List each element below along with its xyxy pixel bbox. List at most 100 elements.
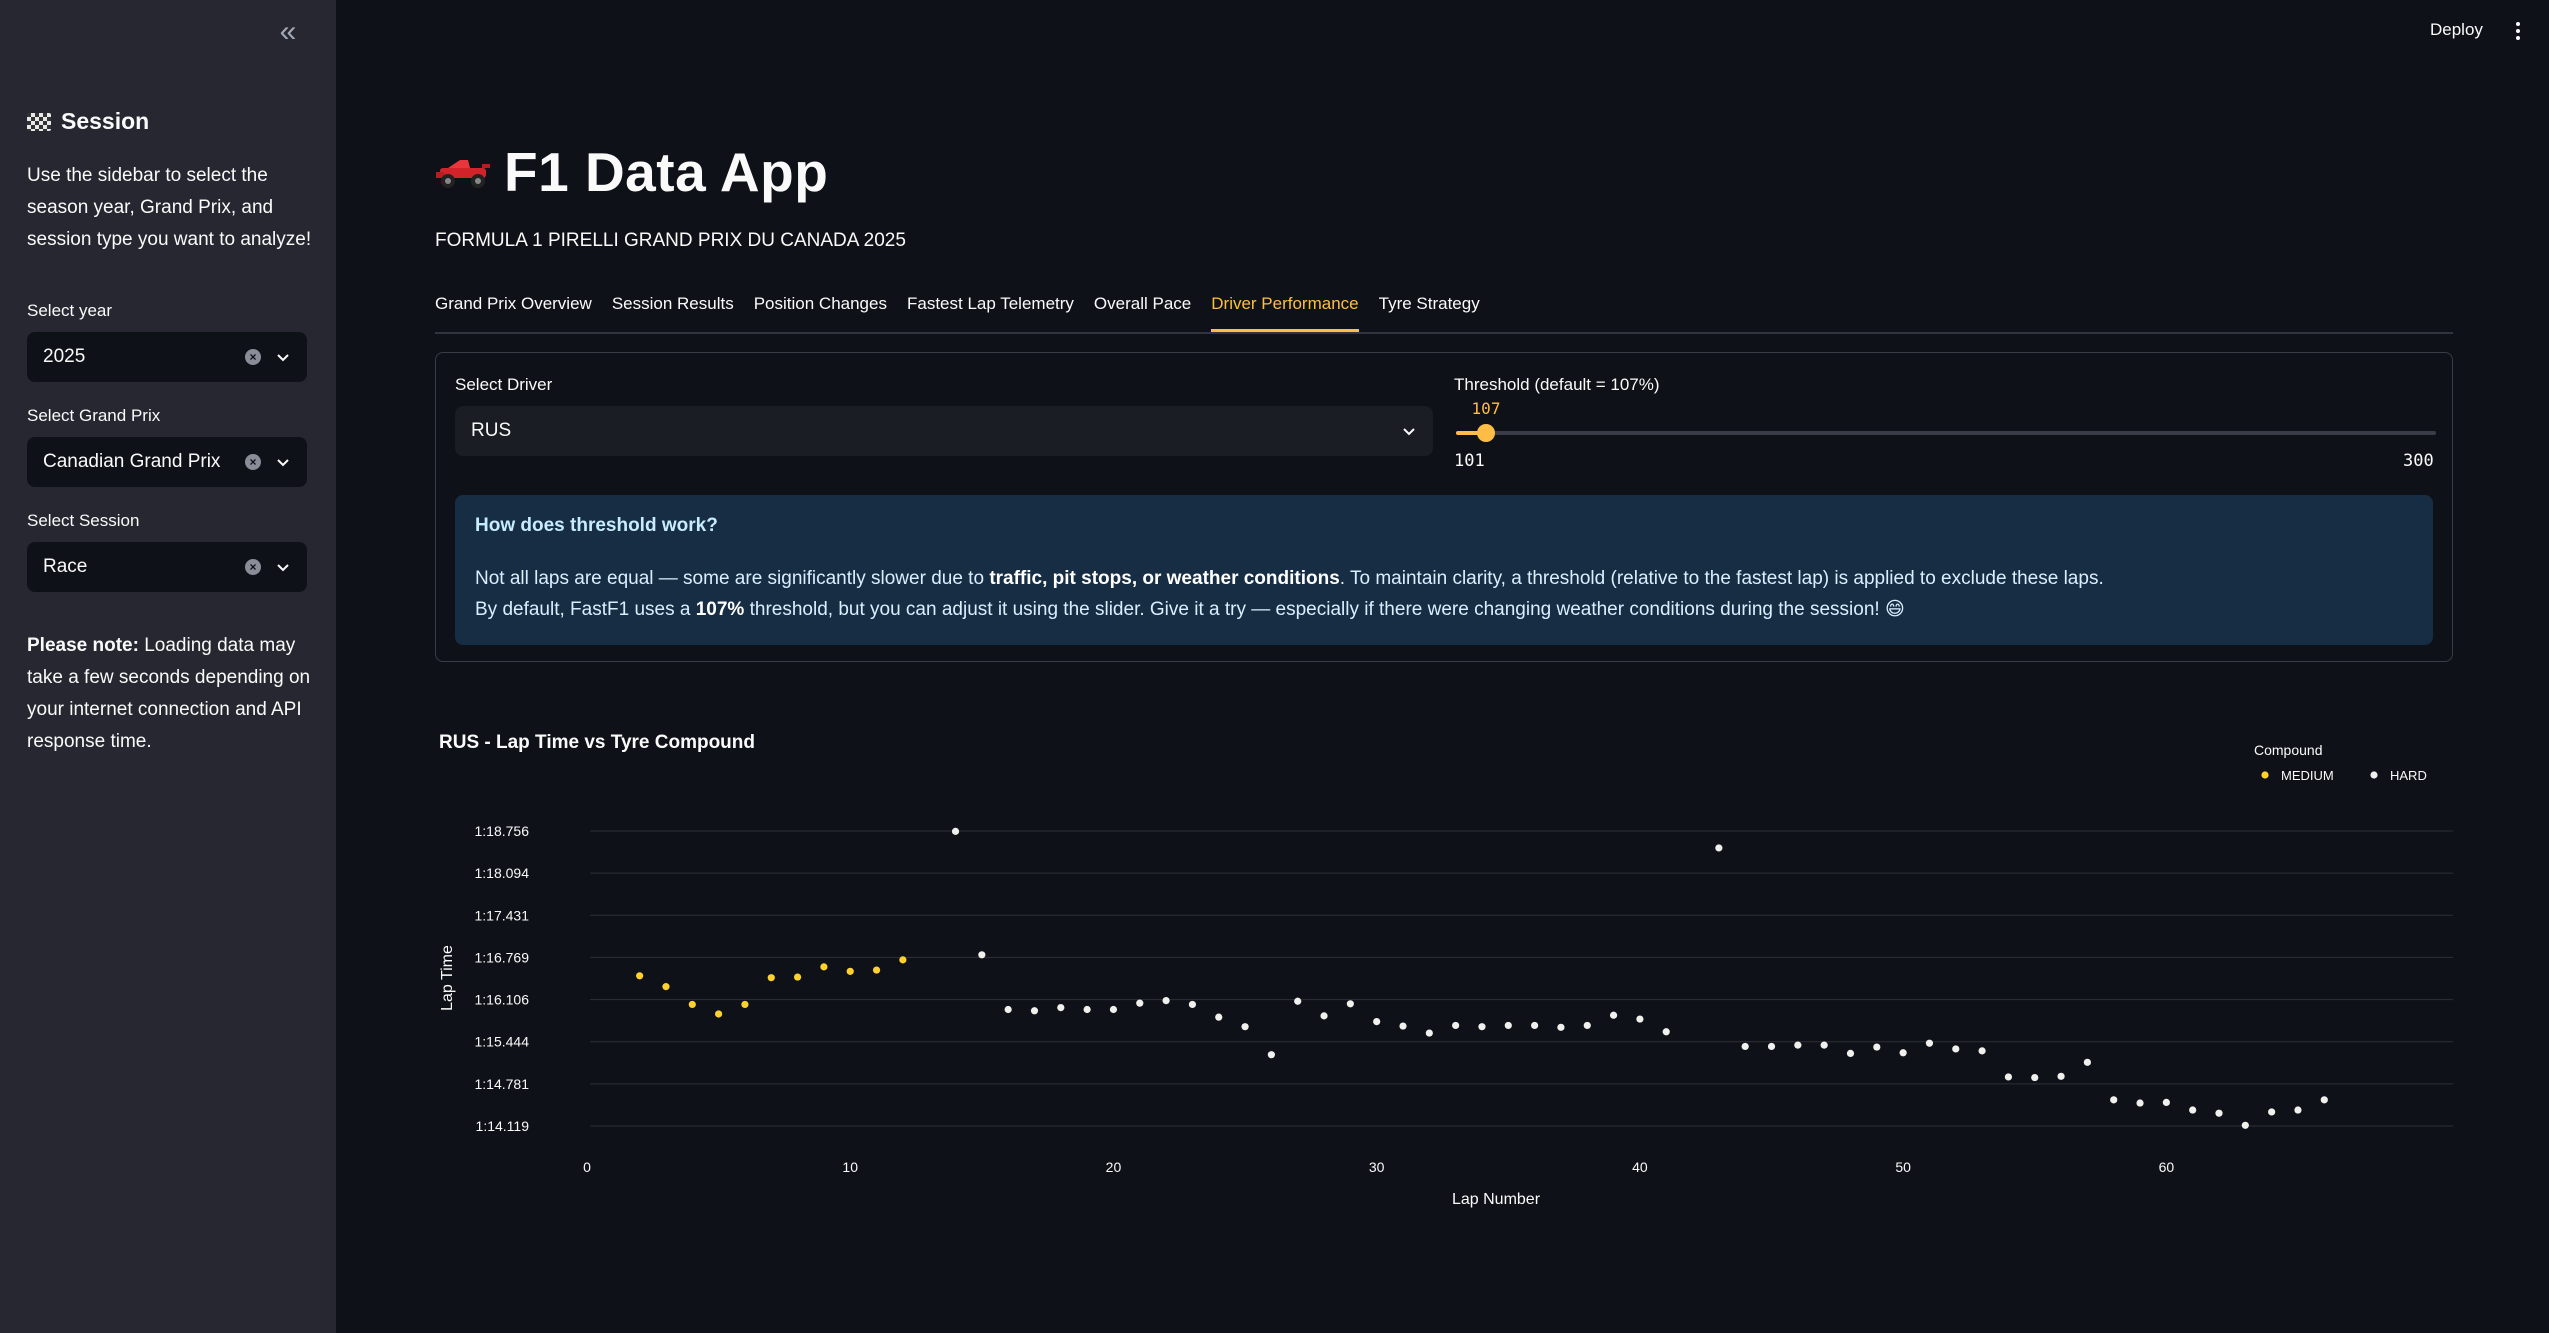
point-hard[interactable] <box>1004 1005 1012 1014</box>
point-hard[interactable] <box>1294 997 1302 1005</box>
clear-icon[interactable]: × <box>245 454 261 470</box>
point-medium[interactable] <box>741 1000 749 1009</box>
point-hard[interactable] <box>1741 1042 1749 1051</box>
point-hard[interactable] <box>1925 1039 1934 1047</box>
point-hard[interactable] <box>2162 1098 2170 1106</box>
point-hard[interactable] <box>1373 1018 1381 1026</box>
year-select[interactable]: 2025 × <box>27 332 307 382</box>
point-hard[interactable] <box>1241 1023 1249 1031</box>
point-hard[interactable] <box>2320 1096 2328 1104</box>
point-hard[interactable] <box>2241 1121 2249 1129</box>
point-hard[interactable] <box>951 827 960 835</box>
driver-select[interactable]: RUS <box>455 406 1433 456</box>
point-hard[interactable] <box>2136 1099 2144 1107</box>
session-select[interactable]: Race × <box>27 542 307 592</box>
point-medium[interactable] <box>793 973 802 981</box>
point-hard[interactable] <box>1083 1005 1091 1014</box>
point-hard[interactable] <box>1767 1042 1776 1051</box>
point-hard[interactable] <box>2189 1106 2197 1114</box>
point-medium[interactable] <box>636 972 644 980</box>
chart-legend[interactable]: MEDIUM HARD <box>2261 768 2427 783</box>
year-value: 2025 <box>43 346 86 367</box>
tab-fastest-lap-telemetry[interactable]: Fastest Lap Telemetry <box>906 294 1074 313</box>
point-hard[interactable] <box>1136 999 1144 1007</box>
slider-fill <box>1456 431 1486 435</box>
point-hard[interactable] <box>2004 1073 2013 1081</box>
point-hard[interactable] <box>2268 1108 2276 1116</box>
point-medium[interactable] <box>688 1000 696 1009</box>
slider-thumb[interactable] <box>1476 424 1495 442</box>
point-hard[interactable] <box>2083 1058 2091 1066</box>
point-hard[interactable] <box>1215 1013 1223 1021</box>
clear-icon[interactable]: × <box>245 349 261 365</box>
point-medium[interactable] <box>820 963 828 971</box>
point-hard[interactable] <box>1820 1041 1828 1049</box>
sidebar-title: Session <box>61 108 150 134</box>
point-hard[interactable] <box>978 951 986 959</box>
point-hard[interactable] <box>1583 1021 1591 1030</box>
collapse-sidebar-icon[interactable]: « <box>279 15 297 48</box>
slider-max: 300 <box>2403 451 2434 471</box>
app-title: F1 Data App <box>504 141 829 203</box>
point-hard[interactable] <box>1504 1021 1512 1030</box>
chevron-down-icon[interactable] <box>275 454 291 470</box>
tab-session-results[interactable]: Session Results <box>611 294 734 313</box>
y-axis-label: Lap Time <box>439 945 456 1011</box>
legend-marker-hard[interactable] <box>2370 771 2378 779</box>
point-hard[interactable] <box>1267 1051 1275 1059</box>
point-hard[interactable] <box>1715 844 1723 852</box>
legend-label-hard[interactable]: HARD <box>2390 768 2427 783</box>
point-medium[interactable] <box>715 1010 723 1018</box>
point-hard[interactable] <box>1531 1021 1539 1030</box>
point-hard[interactable] <box>1846 1049 1855 1058</box>
point-hard[interactable] <box>2215 1109 2223 1117</box>
grand-prix-select[interactable]: Canadian Grand Prix × <box>27 437 307 487</box>
point-hard[interactable] <box>1978 1047 1986 1055</box>
point-medium[interactable] <box>662 983 670 991</box>
point-hard[interactable] <box>1162 997 1170 1005</box>
point-hard[interactable] <box>2110 1096 2118 1104</box>
deploy-button[interactable]: Deploy <box>2430 20 2483 39</box>
race-car-icon <box>436 160 490 188</box>
point-hard[interactable] <box>1188 1000 1197 1009</box>
point-medium[interactable] <box>872 966 881 974</box>
point-hard[interactable] <box>1609 1011 1618 1019</box>
point-hard[interactable] <box>1557 1023 1565 1031</box>
threshold-slider[interactable]: 107 <box>1456 399 2436 442</box>
point-hard[interactable] <box>1478 1023 1486 1031</box>
chevron-down-icon[interactable] <box>1401 423 1417 439</box>
point-medium[interactable] <box>846 967 854 975</box>
point-hard[interactable] <box>1030 1007 1039 1015</box>
chevron-down-icon[interactable] <box>275 559 291 575</box>
point-hard[interactable] <box>1320 1012 1328 1020</box>
tab-driver-performance[interactable]: Driver Performance <box>1211 290 1359 332</box>
point-hard[interactable] <box>1899 1049 1907 1057</box>
point-hard[interactable] <box>1794 1041 1802 1049</box>
clear-icon[interactable]: × <box>245 559 261 575</box>
point-hard[interactable] <box>1636 1015 1644 1023</box>
point-hard[interactable] <box>1662 1028 1670 1036</box>
x-axis-ticks: 0 10 20 30 40 50 60 <box>583 1159 2174 1175</box>
tab-position-changes[interactable]: Position Changes <box>753 294 887 313</box>
point-hard[interactable] <box>2057 1072 2065 1080</box>
tab-tyre-strategy[interactable]: Tyre Strategy <box>1378 294 1480 313</box>
point-hard[interactable] <box>2031 1073 2039 1082</box>
point-hard[interactable] <box>1057 1004 1065 1012</box>
legend-marker-medium[interactable] <box>2261 771 2269 779</box>
point-hard[interactable] <box>1952 1045 1960 1053</box>
chart-points[interactable] <box>636 827 2328 1129</box>
point-hard[interactable] <box>1425 1029 1433 1037</box>
tab-grand-prix-overview[interactable]: Grand Prix Overview <box>435 294 592 313</box>
point-hard[interactable] <box>1109 1005 1118 1014</box>
point-hard[interactable] <box>1399 1022 1407 1030</box>
point-hard[interactable] <box>1452 1021 1460 1030</box>
point-medium[interactable] <box>767 974 775 982</box>
chevron-down-icon[interactable] <box>275 349 291 365</box>
main-menu-icon[interactable] <box>2514 20 2522 42</box>
point-hard[interactable] <box>1873 1043 1881 1051</box>
point-hard[interactable] <box>2294 1106 2302 1114</box>
legend-label-medium[interactable]: MEDIUM <box>2281 768 2334 783</box>
tab-overall-pace[interactable]: Overall Pace <box>1093 294 1192 313</box>
point-hard[interactable] <box>1346 1000 1354 1008</box>
point-medium[interactable] <box>899 956 907 964</box>
